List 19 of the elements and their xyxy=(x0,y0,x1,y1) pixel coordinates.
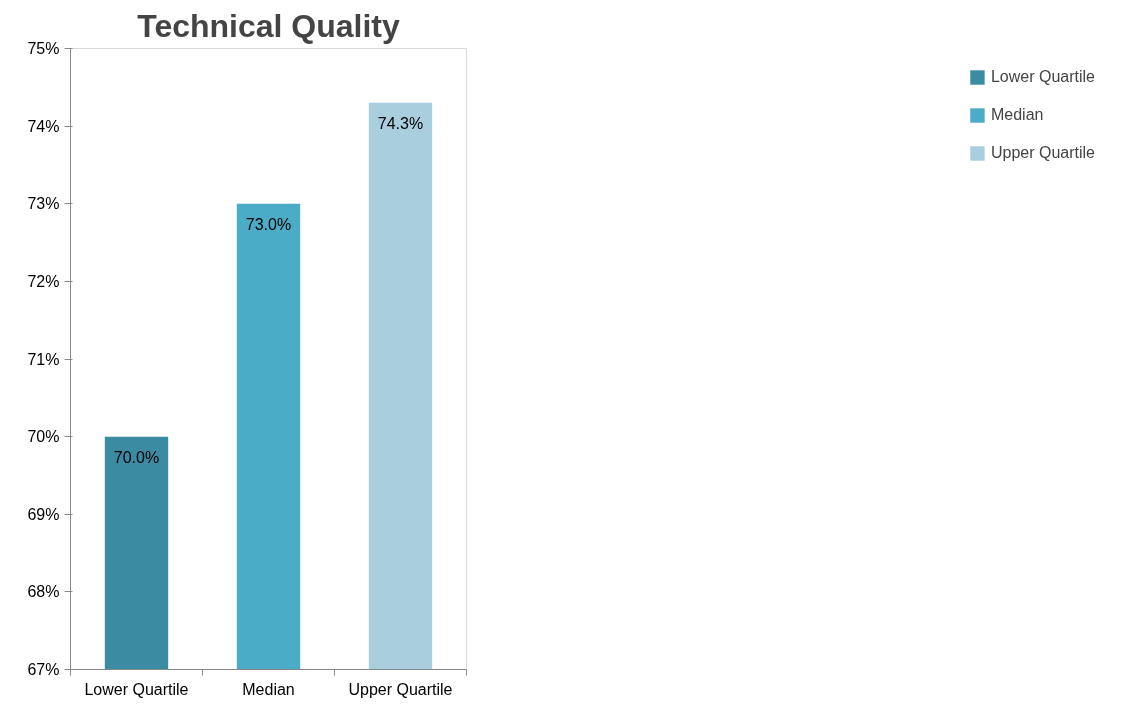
chart-title: Technical Quality xyxy=(137,7,400,44)
data-label: 73.0% xyxy=(245,215,292,233)
y-tick-label: 75% xyxy=(27,40,60,57)
y-tick-label: 69% xyxy=(27,505,60,523)
legend-label: Upper Quartile xyxy=(990,144,1095,162)
y-tick-label: 71% xyxy=(27,350,60,368)
legend-label: Lower Quartile xyxy=(990,68,1095,86)
x-tick-label: Median xyxy=(242,680,295,698)
y-tick-label: 74% xyxy=(27,117,60,135)
y-tick-label: 67% xyxy=(27,661,60,678)
y-tick-label: 68% xyxy=(27,583,60,601)
x-tick-label: Upper Quartile xyxy=(348,680,453,698)
y-tick-label: 70% xyxy=(27,428,60,446)
x-tick-label: Lower Quartile xyxy=(84,680,189,698)
y-tick-label: 72% xyxy=(27,272,60,290)
legend-label: Median xyxy=(990,106,1044,124)
data-label: 74.3% xyxy=(377,114,424,132)
data-label: 70.0% xyxy=(113,448,160,466)
y-tick-label: 73% xyxy=(27,195,60,213)
